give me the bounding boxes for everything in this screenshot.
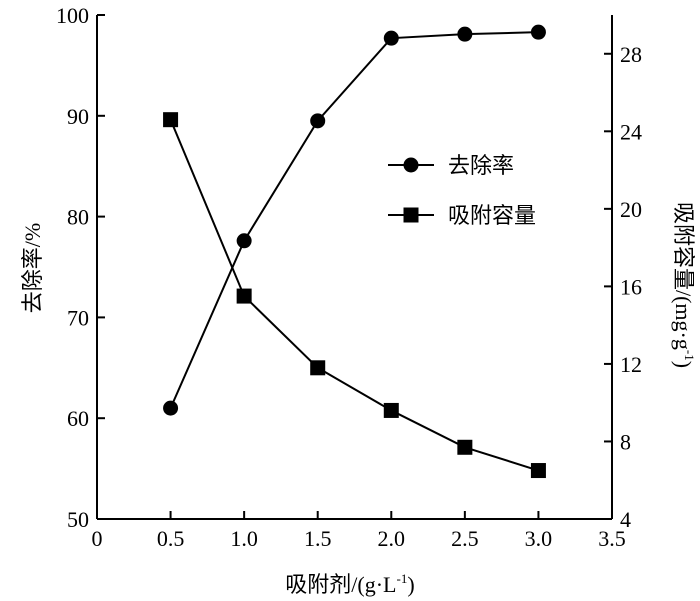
y-right-tick-label: 12	[620, 352, 642, 377]
y-right-tick-label: 16	[620, 274, 642, 299]
x-tick-label: 1.0	[230, 526, 258, 551]
y-right-tick-label: 20	[620, 197, 642, 222]
data-point-square	[236, 288, 252, 304]
y-left-tick-label: 60	[67, 406, 89, 431]
legend-label: 吸附容量	[448, 203, 536, 228]
y-right-axis-title: 吸附容量/(mg·g-1)	[671, 202, 697, 368]
data-point-square	[163, 112, 179, 128]
data-point-circle	[163, 400, 179, 416]
data-point-square	[383, 402, 399, 418]
data-point-circle	[310, 113, 326, 129]
legend-entry: 吸附容量	[388, 203, 536, 228]
data-point-circle	[383, 30, 399, 46]
y-right-tick-label: 24	[620, 119, 642, 144]
data-point-circle	[236, 233, 252, 249]
series-layer	[163, 24, 546, 479]
x-tick-label: 3.0	[525, 526, 553, 551]
y-right-tick-label: 28	[620, 42, 642, 67]
data-point-square	[310, 360, 326, 376]
x-tick-label: 0	[92, 526, 103, 551]
x-tick-label: 1.5	[304, 526, 332, 551]
axes: 0 0.5 1.0 1.5 2.0 2.5 3.0 3.5 50 60 70 80 90 100 4 8 12 1…	[56, 3, 642, 551]
data-point-square	[530, 463, 546, 479]
y-left-tick-label: 80	[67, 205, 89, 230]
legend-label: 去除率	[448, 153, 514, 178]
x-tick-label: 0.5	[157, 526, 185, 551]
y-left-tick-label: 50	[67, 507, 89, 532]
x-axis-title: 吸附剂/(g·L-1)	[285, 571, 414, 597]
series-line	[169, 119, 539, 472]
series-adsorption-capacity	[163, 112, 546, 479]
legend-marker-circle	[403, 157, 419, 173]
data-point-circle	[457, 26, 473, 42]
y-right-tick-label: 4	[620, 507, 631, 532]
data-point-square	[457, 439, 473, 455]
y-right-tick-label: 8	[620, 429, 631, 454]
y-left-tick-label: 100	[56, 3, 89, 28]
data-point-circle	[530, 24, 546, 40]
x-tick-label: 2.5	[451, 526, 479, 551]
y-left-tick-label: 70	[67, 305, 89, 330]
y-left-tick-label: 90	[67, 104, 89, 129]
legend-entry: 去除率	[388, 153, 514, 178]
y-left-axis-title: 去除率/%	[20, 223, 45, 313]
x-tick-label: 2.0	[378, 526, 406, 551]
x-tick-label: 3.5	[598, 526, 626, 551]
legend-marker-square	[403, 207, 419, 223]
